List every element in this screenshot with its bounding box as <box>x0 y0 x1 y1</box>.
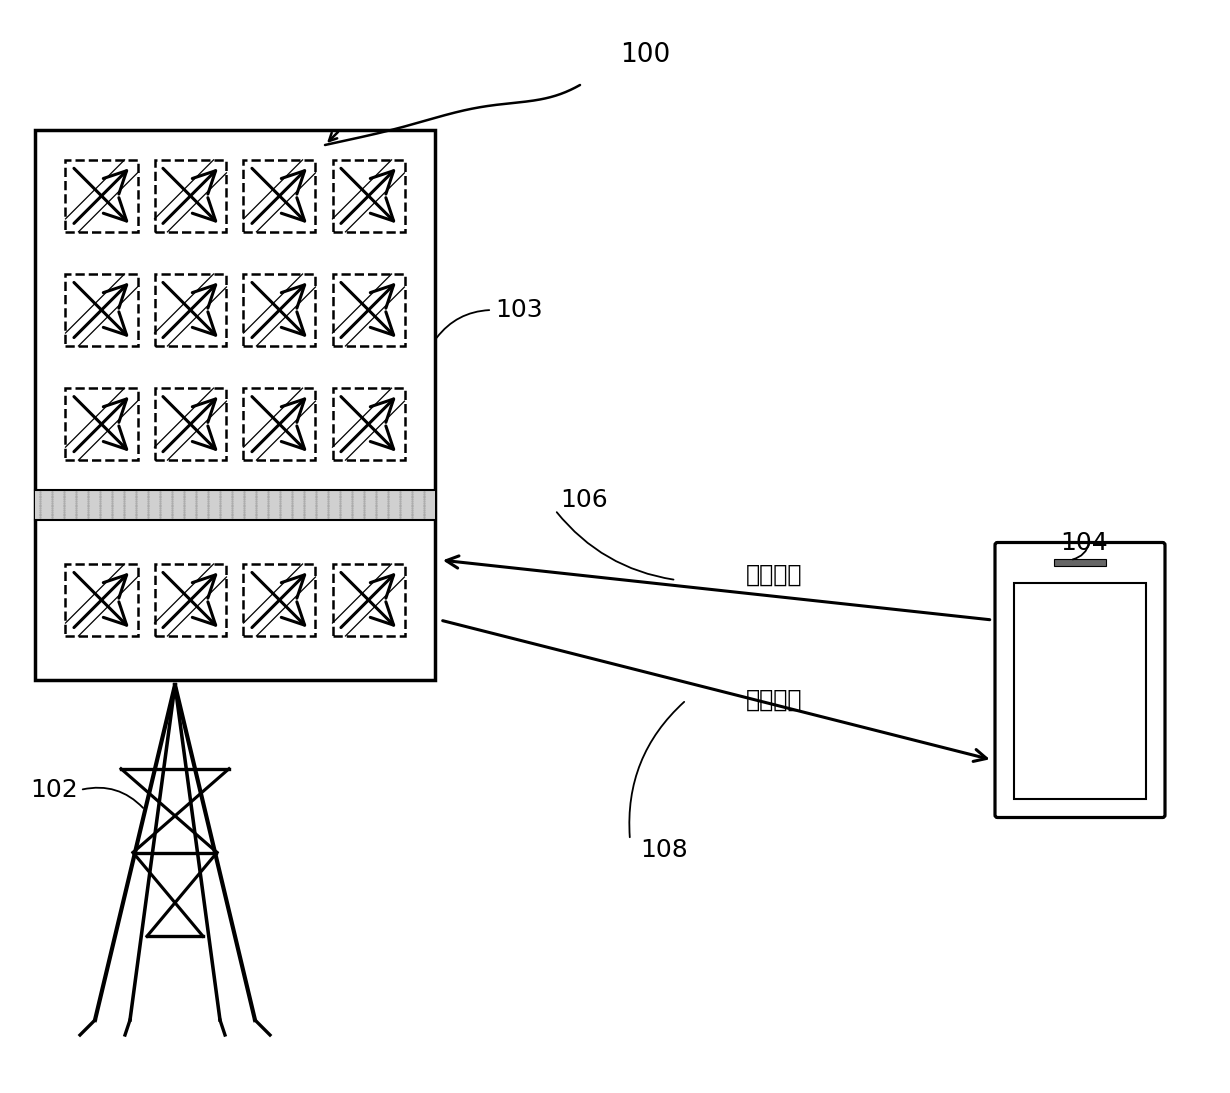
Text: 108: 108 <box>640 838 688 862</box>
Bar <box>34 130 435 680</box>
Text: 103: 103 <box>494 298 542 322</box>
Text: 104: 104 <box>1060 531 1108 555</box>
Bar <box>1054 559 1107 566</box>
Text: 下行链路: 下行链路 <box>747 563 803 587</box>
Bar <box>34 490 435 520</box>
Text: 100: 100 <box>620 42 670 68</box>
FancyBboxPatch shape <box>995 542 1165 818</box>
Bar <box>1014 583 1146 799</box>
Text: 102: 102 <box>30 778 77 802</box>
Text: 106: 106 <box>560 487 608 512</box>
Text: 上行链路: 上行链路 <box>747 687 803 712</box>
